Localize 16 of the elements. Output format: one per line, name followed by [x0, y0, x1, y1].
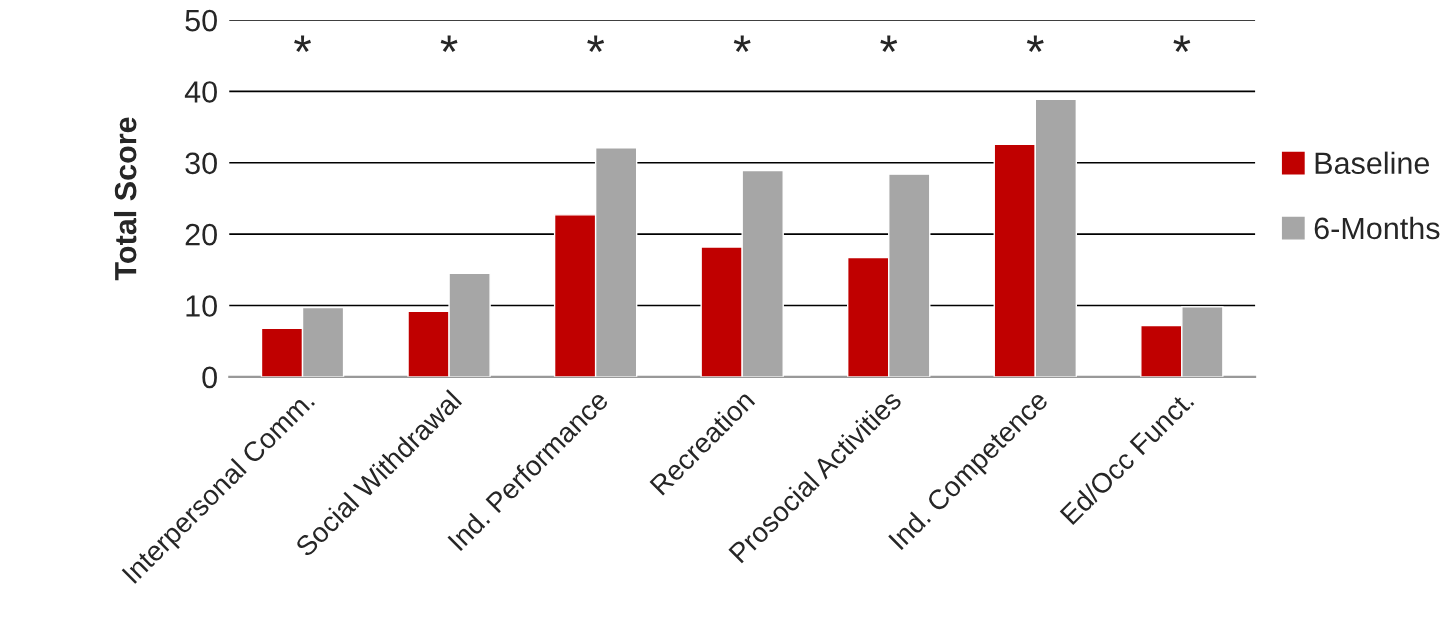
annotation: *	[1026, 35, 1044, 53]
y-tick-label: 20	[185, 223, 217, 246]
y-axis-title: Total Score	[114, 117, 137, 281]
y-tick-label: 10	[186, 295, 217, 317]
annotation: *	[1173, 35, 1191, 53]
annotation: *	[733, 35, 751, 53]
annotation: *	[440, 35, 458, 53]
legend-label: Baseline	[1315, 151, 1430, 175]
y-tick-label: 30	[185, 152, 217, 175]
y-tick-label: 40	[184, 81, 217, 103]
annotation: *	[880, 35, 898, 53]
legend-label: 6-Months	[1314, 216, 1440, 240]
y-tick-label: 0	[202, 366, 217, 389]
annotation: *	[294, 35, 311, 53]
y-tick-label: 50	[185, 9, 217, 32]
annotation: *	[587, 35, 605, 53]
